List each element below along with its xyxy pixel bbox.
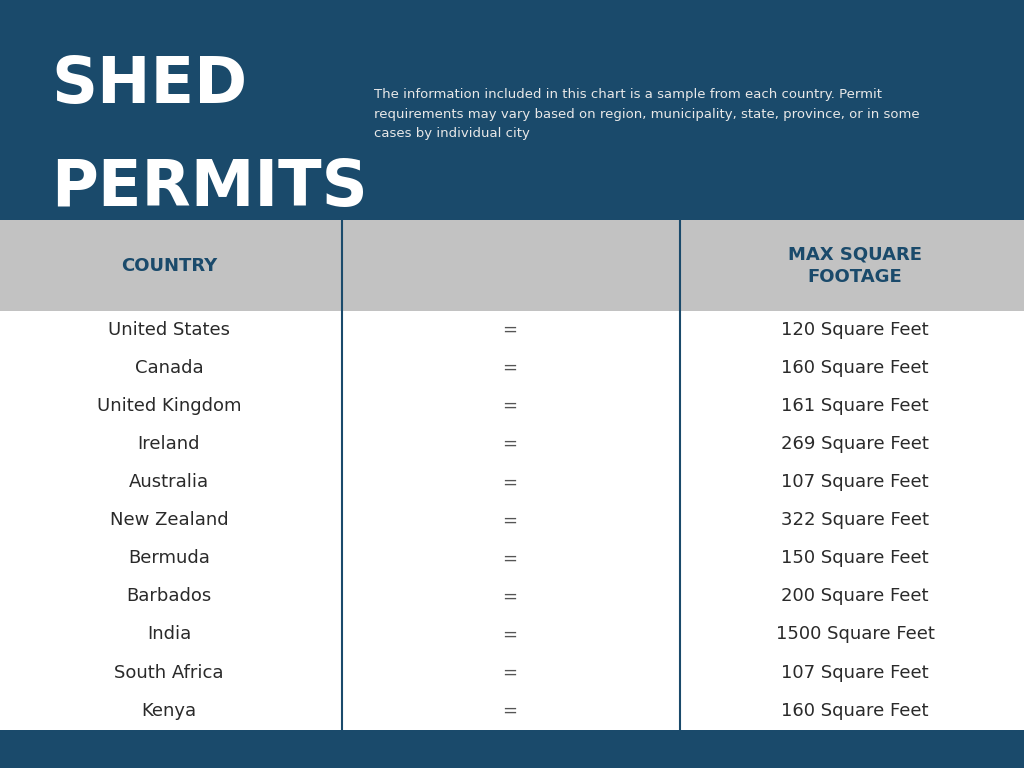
Text: SHED: SHED [51,54,248,116]
Text: The information included in this chart is a sample from each country. Permit
req: The information included in this chart i… [374,88,920,141]
Text: =: = [503,664,517,681]
Text: 150 Square Feet: 150 Square Feet [781,549,929,568]
FancyBboxPatch shape [0,0,1024,220]
Text: 160 Square Feet: 160 Square Feet [781,702,929,720]
Text: =: = [503,473,517,492]
Text: New Zealand: New Zealand [110,511,228,529]
Text: 120 Square Feet: 120 Square Feet [781,321,929,339]
Text: Ireland: Ireland [137,435,201,453]
Text: Kenya: Kenya [141,702,197,720]
Text: MAX SQUARE
FOOTAGE: MAX SQUARE FOOTAGE [788,246,922,286]
Text: =: = [503,702,517,720]
FancyBboxPatch shape [0,220,1024,311]
Text: 160 Square Feet: 160 Square Feet [781,359,929,377]
Text: Bermuda: Bermuda [128,549,210,568]
Text: 107 Square Feet: 107 Square Feet [781,664,929,681]
Text: 161 Square Feet: 161 Square Feet [781,397,929,415]
Text: 107 Square Feet: 107 Square Feet [781,473,929,492]
Text: Canada: Canada [134,359,204,377]
Text: 1500 Square Feet: 1500 Square Feet [775,625,935,644]
Text: 269 Square Feet: 269 Square Feet [781,435,929,453]
Text: =: = [503,549,517,568]
Text: United Kingdom: United Kingdom [96,397,242,415]
Text: =: = [503,588,517,605]
Text: =: = [503,397,517,415]
Text: =: = [503,359,517,377]
Text: =: = [503,625,517,644]
Text: =: = [503,511,517,529]
Text: Australia: Australia [129,473,209,492]
Text: =: = [503,435,517,453]
Text: India: India [146,625,191,644]
Text: Barbados: Barbados [126,588,212,605]
FancyBboxPatch shape [0,311,1024,730]
Text: PERMITS: PERMITS [51,157,368,220]
Text: COUNTRY: COUNTRY [121,257,217,275]
Text: =: = [503,321,517,339]
Text: United States: United States [108,321,230,339]
FancyBboxPatch shape [0,730,1024,768]
Text: South Africa: South Africa [115,664,223,681]
Text: 200 Square Feet: 200 Square Feet [781,588,929,605]
Text: 322 Square Feet: 322 Square Feet [781,511,929,529]
